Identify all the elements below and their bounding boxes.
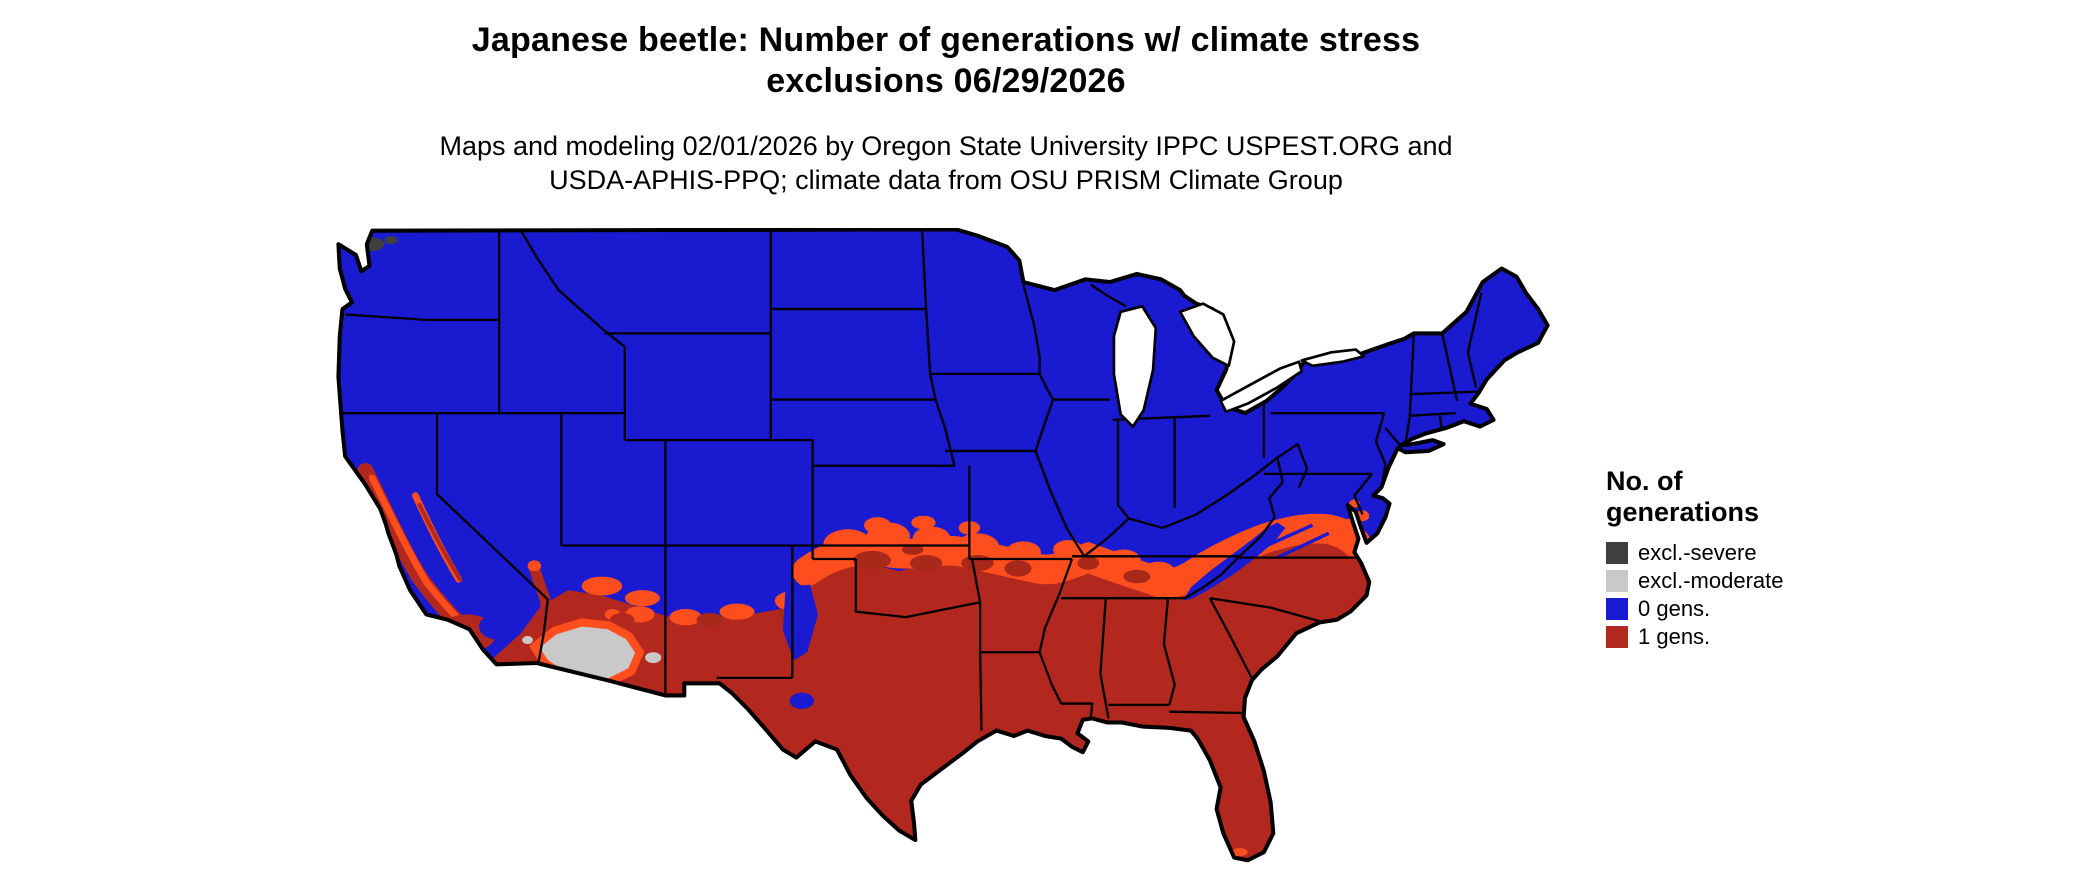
state-boundaries [342,229,1483,731]
legend-title-line1: No. of [1606,466,1683,496]
header: Japanese beetle: Number of generations w… [0,20,1892,197]
lake-michigan [1112,305,1158,428]
map-subtitle: Maps and modeling 02/01/2026 by Oregon S… [0,129,1892,197]
legend-swatch-excl-moderate [1606,570,1628,592]
region-transition-band [537,499,1371,857]
us-map-svg [336,228,1550,863]
legend-label-excl-moderate: excl.-moderate [1638,568,1784,593]
legend-item-excl-moderate: excl.-moderate [1606,567,1886,595]
legend-title-line2: generations [1606,497,1760,527]
legend-label-0-gens: 0 gens. [1638,596,1711,621]
lake-erie [1219,360,1304,414]
map-title-line1: Japanese beetle: Number of generations w… [471,21,1421,59]
map-subtitle-line2: USDA-APHIS-PPQ; climate data from OSU PR… [549,165,1343,195]
legend-swatch-excl-severe [1606,542,1628,564]
great-lakes [1112,302,1366,428]
map-title: Japanese beetle: Number of generations w… [0,20,1892,102]
legend-title: No. of generations [1606,466,1886,528]
us-map [327,228,1559,890]
legend: No. of generations excl.-severe excl.-mo… [1606,466,1886,651]
legend-label-excl-severe: excl.-severe [1638,540,1757,565]
legend-swatch-1-gens [1606,626,1628,648]
lake-ontario [1300,348,1366,368]
legend-label-1-gens: 1 gens. [1638,624,1711,649]
legend-item-1-gens: 1 gens. [1606,623,1886,651]
map-title-line2: exclusions 06/29/2026 [766,62,1126,100]
map-subtitle-line1: Maps and modeling 02/01/2026 by Oregon S… [439,131,1453,161]
lake-huron [1178,302,1236,368]
legend-item-0-gens: 0 gens. [1606,595,1886,623]
us-outline [336,228,1550,863]
legend-swatch-0-gens [1606,598,1628,620]
legend-item-excl-severe: excl.-severe [1606,539,1886,567]
legend-items: excl.-severe excl.-moderate 0 gens. 1 ge… [1606,539,1886,651]
